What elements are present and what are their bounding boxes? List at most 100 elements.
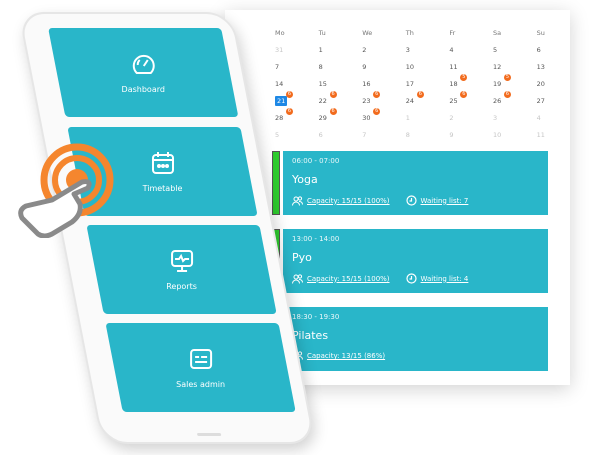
event-count-badge: 6 <box>373 91 381 98</box>
weekday-label: Mo <box>275 29 285 37</box>
weekday-label: Th <box>405 29 414 37</box>
calendar-day[interactable]: 5 <box>477 43 521 60</box>
calendar-day[interactable]: 13 <box>521 60 565 77</box>
day-number: 11 <box>449 63 458 71</box>
calendar-day[interactable]: 6 <box>521 43 565 60</box>
calendar-day[interactable]: 1 <box>390 111 434 128</box>
menu-tile-sales-admin[interactable]: Sales admin <box>105 323 296 412</box>
clock-icon <box>405 273 417 284</box>
calendar-day[interactable]: 10 <box>477 128 521 145</box>
calendar-day[interactable]: 16 <box>346 77 390 94</box>
calendar-day[interactable]: 26 6 <box>477 91 521 111</box>
calendar-day[interactable]: 2 <box>346 43 390 60</box>
calendar-day[interactable]: 11 <box>433 60 477 77</box>
capacity-link[interactable]: Capacity: 13/15 (86%) <box>307 352 386 360</box>
calendar-week: 28 6 29 6 30 6 1 2 3 4 <box>259 108 565 128</box>
day-number: 18 <box>449 80 458 88</box>
weekday-label: We <box>362 29 373 37</box>
day-number: 9 <box>449 131 454 139</box>
calendar-day[interactable]: 8 <box>390 128 434 145</box>
calendar-day[interactable]: 31 <box>259 43 303 60</box>
class-time: 06:00 - 07:00 <box>292 157 340 165</box>
calendar-day[interactable]: 9 <box>346 60 390 77</box>
calendar-day[interactable]: 3 <box>477 111 521 128</box>
calendar-day[interactable]: 23 6 <box>346 91 390 111</box>
calendar-week: 14 15 16 17 18 5 19 5 20 <box>259 74 565 94</box>
day-number: 23 <box>362 97 371 105</box>
class-title: Yoga <box>292 173 318 186</box>
event-count-badge: 6 <box>503 91 511 98</box>
calendar-day[interactable]: 1 <box>303 43 347 60</box>
calendar-day[interactable]: 4 <box>521 111 565 128</box>
calendar-day[interactable]: 4 <box>433 43 477 60</box>
event-count-badge: 5 <box>460 74 468 81</box>
capacity-link[interactable]: Capacity: 15/15 (100%) <box>307 196 390 205</box>
calendar-week: 21 6 22 6 23 6 24 6 25 6 26 6 27 <box>259 91 565 111</box>
calendar-day[interactable]: 29 6 <box>303 108 347 128</box>
calendar-day[interactable]: 12 <box>477 60 521 77</box>
calendar-day[interactable]: 28 6 <box>259 108 303 128</box>
calendar-day[interactable]: 27 <box>521 94 565 111</box>
calendar-day[interactable]: 7 <box>346 128 390 145</box>
calendar-day[interactable]: 22 6 <box>303 91 347 111</box>
calendar-day[interactable]: 14 <box>259 77 303 94</box>
waiting-list-link[interactable]: Waiting list: 7 <box>420 196 469 205</box>
capacity-link[interactable]: Capacity: 15/15 (100%) <box>307 274 390 283</box>
calendar-day[interactable]: 10 <box>390 60 434 77</box>
day-number: 16 <box>362 80 371 88</box>
calendar-day[interactable]: 2 <box>433 111 477 128</box>
calendar-day[interactable]: 25 6 <box>433 91 477 111</box>
phone: Dashboard Timetable Reports Sales admin <box>18 12 316 444</box>
calendar: Mo Tu We Th Fr Sa Su 31 1 2 3 4 5 6 7 8 9 10 11 12 13 14 15 16 1… <box>259 26 564 145</box>
event-count-badge: 6 <box>286 108 293 115</box>
menu-tile-dashboard[interactable]: Dashboard <box>48 28 239 117</box>
calendar-day[interactable]: 8 <box>303 60 347 77</box>
weekday-label: Fr <box>449 29 456 37</box>
day-number: 28 <box>275 114 284 122</box>
day-number: 15 <box>318 80 327 88</box>
calendar-day[interactable]: 5 <box>259 128 303 145</box>
day-number: 10 <box>405 63 415 71</box>
day-number: 20 <box>536 80 545 88</box>
class-time: 13:00 - 14:00 <box>292 235 340 243</box>
calendar-day[interactable]: 15 <box>303 77 347 94</box>
day-number: 19 <box>492 80 502 88</box>
calendar-day[interactable]: 30 6 <box>346 108 390 128</box>
menu-tile-reports[interactable]: Reports <box>86 225 277 314</box>
day-number: 10 <box>492 131 502 139</box>
calendar-day[interactable]: 21 6 <box>259 91 303 111</box>
calendar-day[interactable]: 20 <box>521 77 565 94</box>
class-card[interactable]: 06:00 - 07:00 Yoga Capacity: 15/15 (100%… <box>283 151 548 215</box>
calendar-day[interactable]: 6 <box>303 128 347 145</box>
day-number: 12 <box>492 63 502 71</box>
day-number: 5 <box>275 131 280 139</box>
event-count-badge: 6 <box>416 91 424 98</box>
event-count-badge: 6 <box>329 108 337 115</box>
day-number: 2 <box>362 46 367 54</box>
calendar-week: 7 8 9 10 11 12 13 <box>259 60 564 77</box>
class-card[interactable]: 13:00 - 14:00 Pyo Capacity: 15/15 (100%)… <box>283 229 548 293</box>
event-count-badge: 6 <box>286 91 293 98</box>
day-number: 11 <box>536 131 545 139</box>
waiting-list-link[interactable]: Waiting list: 4 <box>420 274 469 283</box>
calendar-day[interactable]: 19 5 <box>477 74 521 94</box>
calendar-day[interactable]: 18 5 <box>433 74 477 94</box>
calendar-day[interactable]: 7 <box>259 60 303 77</box>
card-icon <box>189 349 212 369</box>
day-number: 6 <box>536 46 541 54</box>
calendar-day[interactable]: 24 6 <box>390 91 434 111</box>
day-number: 8 <box>318 63 323 71</box>
calendar-day[interactable]: 11 <box>521 128 565 145</box>
day-number: 13 <box>536 63 545 71</box>
day-number: 7 <box>275 63 280 71</box>
day-number: 1 <box>405 114 410 122</box>
calendar-day[interactable]: 9 <box>433 128 477 145</box>
day-number: 14 <box>275 80 284 88</box>
menu-tile-timetable[interactable]: Timetable <box>67 127 258 216</box>
calendar-day[interactable]: 3 <box>390 43 434 60</box>
monitor-pulse-icon <box>170 250 193 272</box>
class-card[interactable]: 18:30 - 19:30 Pilates Capacity: 13/15 (8… <box>283 307 548 371</box>
calendar-day[interactable]: 17 <box>390 77 434 94</box>
day-number: 25 <box>449 97 458 105</box>
day-number: 29 <box>318 114 327 122</box>
